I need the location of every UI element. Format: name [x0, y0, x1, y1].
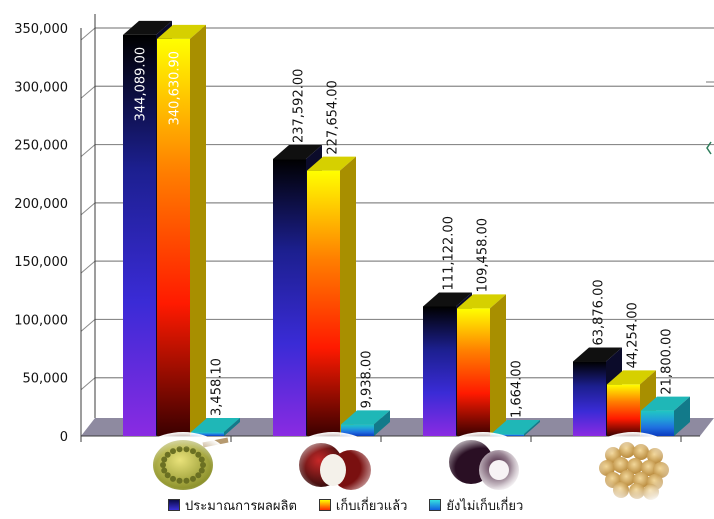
legend-label-not-harvested: ยังไม่เก็บเกี่ยว — [446, 498, 524, 514]
bar-top-longkong-series-2 — [607, 370, 656, 385]
data-label: 44,254.00 — [626, 302, 641, 368]
bar-mangosteen-series-1 — [423, 306, 456, 436]
gridline-side — [80, 202, 96, 216]
y-tick-label: 350,000 — [14, 22, 68, 37]
bar-top-mangosteen-series-3 — [491, 420, 540, 435]
y-tick-label: 0 — [60, 430, 68, 445]
bar-side-mangosteen-series-3 — [524, 420, 540, 436]
data-label: 63,876.00 — [592, 279, 607, 345]
y-tick-label: 150,000 — [14, 255, 68, 270]
bar-side-mangosteen-series-2 — [490, 294, 506, 436]
legend-item-not-harvested: ยังไม่เก็บเกี่ยว — [429, 495, 523, 516]
bar-side-durian-series-3 — [224, 417, 240, 436]
bar-top-mangosteen-series-2 — [457, 294, 506, 309]
legend-swatch-forecast — [168, 499, 180, 511]
legend-item-forecast: ประมาณการผลผลิต — [168, 495, 297, 516]
bar-longkong-series-3 — [641, 410, 674, 436]
data-label: 9,938.00 — [360, 351, 375, 409]
bar-rambutan-series-3 — [341, 424, 374, 436]
y-tick-label: 100,000 — [14, 313, 68, 328]
legend-label-harvested: เก็บเกี่ยวแล้ว — [335, 498, 408, 514]
legend-item-harvested: เก็บเกี่ยวแล้ว — [318, 495, 408, 516]
data-label: 340,630.90 — [168, 51, 183, 125]
data-label: 3,458.10 — [210, 358, 225, 416]
data-label: 21,800.00 — [660, 328, 675, 394]
bar-durian-series-2 — [157, 38, 190, 436]
bar-longkong-series-1 — [573, 361, 606, 436]
data-label: 109,458.00 — [476, 218, 491, 292]
y-tick-label: 50,000 — [23, 372, 69, 387]
durian-fruit-icon — [133, 432, 233, 504]
data-label: 111,122.00 — [442, 216, 457, 290]
bar-top-mangosteen-series-1 — [423, 292, 472, 307]
legend-swatch-harvested — [318, 499, 331, 511]
legend: ประมาณการผลผลิต เก็บเกี่ยวแล้ว ยังไม่เก็… — [168, 494, 523, 516]
bar-mangosteen-series-2 — [457, 308, 490, 436]
bar-top-longkong-series-1 — [573, 347, 622, 362]
legend-swatch-not-harvested — [429, 499, 442, 511]
bar-durian-series-1 — [123, 34, 156, 437]
bar-mangosteen-series-3 — [491, 434, 524, 436]
gridline-side — [80, 85, 96, 99]
bar-side-durian-series-2 — [190, 24, 206, 437]
bar-side-rambutan-series-2 — [340, 156, 356, 436]
bar-top-durian-series-1 — [123, 20, 172, 35]
decorative-mark — [706, 141, 712, 155]
mangosteen-fruit-icon — [433, 432, 533, 504]
bar-durian-series-3 — [191, 431, 224, 436]
bar-side-longkong-series-3 — [674, 396, 690, 436]
bar-top-rambutan-series-2 — [307, 156, 356, 171]
bar-rambutan-series-1 — [273, 159, 306, 436]
bar-side-rambutan-series-3 — [374, 410, 390, 436]
gridline-side — [80, 144, 96, 157]
data-label: 344,089.00 — [134, 47, 149, 121]
longkong-fruit-icon — [583, 432, 683, 504]
bar-top-rambutan-series-1 — [273, 145, 322, 160]
y-tick-label: 250,000 — [14, 139, 68, 154]
gridline-side — [80, 319, 96, 332]
y-tick-label: 300,000 — [14, 80, 68, 95]
bar-top-longkong-series-3 — [641, 396, 690, 411]
gridline-side — [80, 260, 96, 274]
data-label: 1,664.00 — [510, 360, 525, 418]
bar-top-durian-series-3 — [191, 417, 240, 432]
bar-top-durian-series-2 — [157, 24, 206, 39]
legend-label-forecast: ประมาณการผลผลิต — [185, 498, 297, 514]
bar-top-rambutan-series-3 — [341, 410, 390, 425]
data-label: 227,654.00 — [326, 80, 341, 154]
rambutan-fruit-icon — [283, 432, 383, 504]
gridline-side — [80, 377, 96, 391]
bar-rambutan-series-2 — [307, 170, 340, 436]
bar-longkong-series-2 — [607, 384, 640, 436]
y-tick-label: 200,000 — [14, 197, 68, 212]
data-label: 237,592.00 — [292, 69, 307, 143]
gridline-side — [80, 27, 96, 41]
